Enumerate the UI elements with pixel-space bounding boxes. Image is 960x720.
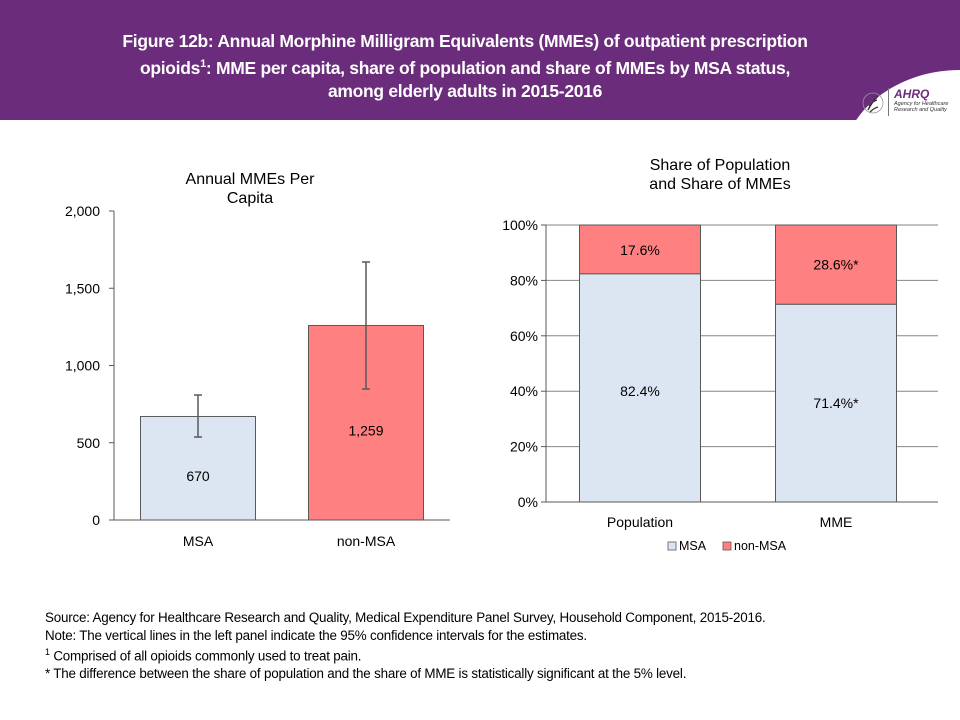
y-tick-label: 20% bbox=[510, 439, 538, 455]
y-tick-label: 0 bbox=[92, 512, 100, 528]
left-bar-chart: 0 500 1,000 1,500 2,000 670 MSA 1,259 non-MSA bbox=[65, 203, 450, 549]
left-title-line-2: Capita bbox=[226, 190, 274, 207]
legend-label: non-MSA bbox=[734, 539, 787, 553]
title-line-3: among elderly adults in 2015-2016 bbox=[327, 80, 603, 101]
legend-label: MSA bbox=[679, 539, 707, 553]
source-note: Source: Agency for Healthcare Research a… bbox=[45, 610, 766, 625]
right-title-line-2: and Share of MMEs bbox=[649, 176, 791, 193]
footnotes: Source: Agency for Healthcare Research a… bbox=[45, 609, 945, 682]
logo-subtitle-1: Agency for Healthcare bbox=[894, 101, 949, 107]
segment-value-label: 28.6%* bbox=[813, 257, 859, 273]
logo-ahrq-text: AHRQ bbox=[894, 87, 930, 101]
segment-value-label: 17.6% bbox=[620, 242, 660, 258]
y-tick-label: 60% bbox=[510, 328, 538, 344]
y-tick-label: 40% bbox=[510, 383, 538, 399]
x-tick-label: Population bbox=[607, 514, 673, 530]
title-line-1: Figure 12b: Annual Morphine Milligram Eq… bbox=[122, 31, 808, 51]
footnote-1-marker: 1 bbox=[45, 647, 50, 657]
title-footnote-marker: 1 bbox=[200, 58, 206, 70]
ci-note: Note: The vertical lines in the left pan… bbox=[45, 627, 587, 643]
right-title-line-1: Share of Population bbox=[649, 157, 791, 174]
y-tick-label: 80% bbox=[510, 272, 538, 288]
left-title-line-1: Annual MMEs Per bbox=[185, 171, 315, 188]
title-line-2-b: : MME per capita, share of population an… bbox=[205, 57, 791, 78]
legend-swatch-non-msa bbox=[722, 541, 732, 551]
segment-mme-msa bbox=[775, 303, 897, 503]
hhs-eagle-icon bbox=[862, 92, 884, 114]
bar-value-label: 670 bbox=[186, 468, 210, 484]
segment-value-label: 82.4% bbox=[620, 383, 660, 399]
right-chart-title: Share of Population and Share of MMEs bbox=[610, 156, 830, 194]
figure-title: Figure 12b: Annual Morphine Milligram Eq… bbox=[20, 30, 910, 103]
x-tick-label: MME bbox=[820, 514, 853, 530]
y-tick-label: 500 bbox=[77, 435, 101, 451]
left-chart-title: Annual MMEs Per Capita bbox=[150, 170, 350, 208]
title-line-2: opioids1: MME per capita, share of popul… bbox=[20, 53, 910, 80]
y-tick-label: 2,000 bbox=[65, 203, 100, 219]
ahrq-logo: AHRQ Agency for Healthcare Research and … bbox=[840, 70, 960, 190]
x-tick-label: MSA bbox=[183, 533, 214, 549]
y-tick-label: 1,000 bbox=[65, 358, 100, 374]
footnote-1: 1 Comprised of all opioids commonly used… bbox=[45, 644, 945, 665]
segment-population-non-msa bbox=[579, 224, 701, 275]
x-tick-label: non-MSA bbox=[337, 533, 396, 549]
y-tick-label: 0% bbox=[518, 494, 538, 510]
segment-value-label: 71.4%* bbox=[813, 395, 859, 411]
logo-separator bbox=[888, 88, 889, 116]
bar-value-label: 1,259 bbox=[348, 423, 383, 439]
logo-subtitle-2: Research and Quality bbox=[894, 107, 947, 113]
y-tick-label: 100% bbox=[502, 217, 538, 233]
logo-subtitle: Agency for Healthcare Research and Quali… bbox=[894, 101, 948, 113]
header-banner: Figure 12b: Annual Morphine Milligram Eq… bbox=[0, 0, 960, 190]
y-tick-label: 1,500 bbox=[65, 280, 100, 296]
significance-note: * The difference between the share of po… bbox=[45, 665, 687, 681]
footnote-1-text: Comprised of all opioids commonly used t… bbox=[49, 648, 362, 664]
title-line-2-a: opioids bbox=[139, 57, 201, 78]
legend-swatch-msa bbox=[667, 541, 677, 551]
segment-mme-non-msa bbox=[775, 224, 897, 305]
right-stacked-bar-chart: 0% 20% 40% 60% 80% 100% 82.4% 17.6% Population 71… bbox=[502, 217, 938, 553]
